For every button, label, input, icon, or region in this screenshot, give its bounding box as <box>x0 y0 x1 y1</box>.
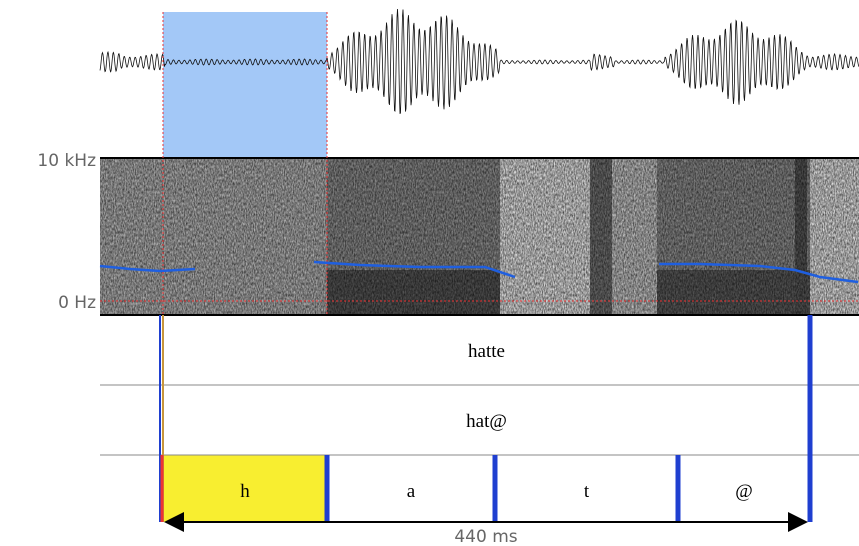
selection[interactable] <box>163 12 327 158</box>
page: 10 kHz 0 Hz hattehat@hat@ 440 ms (() => … <box>0 0 859 546</box>
interval-label: t <box>584 481 590 502</box>
axis-label: 10 kHz <box>37 151 96 171</box>
axis-label: 0 Hz <box>58 293 96 313</box>
interval-label: @ <box>735 481 753 502</box>
interval-label: h <box>240 481 250 502</box>
interval-label: hat@ <box>466 411 507 432</box>
praat-window: 10 kHz 0 Hz hattehat@hat@ 440 ms <box>0 0 859 546</box>
duration-label: 440 ms <box>454 527 517 546</box>
interval-label: a <box>407 481 416 502</box>
interval-label: hatte <box>468 341 505 362</box>
